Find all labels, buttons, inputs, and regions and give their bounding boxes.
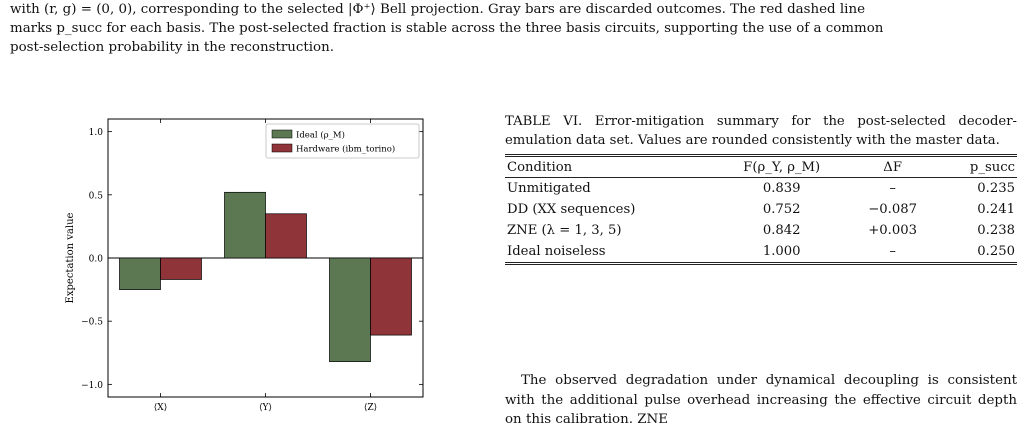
chart-svg: −1.0 −0.5 0.0 0.5 1.0 Expectation value ⟨X⟩ ⟨Y⟩… <box>65 118 424 413</box>
caption-line-1: with (r, g) = (0, 0), corresponding to t… <box>10 2 865 17</box>
x-tick-label: ⟨Y⟩ <box>259 403 272 413</box>
caption-line-3: post-selection probability in the recons… <box>10 40 334 55</box>
mitigation-table: Condition F(ρ_Y, ρ_M) ΔF p_succ Unmitiga… <box>505 154 1017 265</box>
legend-label-ideal: Ideal (ρ_M) <box>296 130 345 141</box>
legend-swatch-ideal <box>271 129 293 139</box>
cell-fidelity: 1.000 <box>762 244 801 259</box>
cell-condition: ZNE (λ = 1, 3, 5) <box>507 223 622 238</box>
cell-fidelity: 0.842 <box>762 223 801 238</box>
header-delta-f: ΔF <box>848 155 938 178</box>
bar-ideal <box>329 257 371 362</box>
y-tick-label: 0.0 <box>89 255 104 265</box>
bar-hardware <box>160 257 202 280</box>
figure-caption: with (r, g) = (0, 0), corresponding to t… <box>10 0 1020 57</box>
y-tick-label: −0.5 <box>81 318 103 328</box>
body-paragraph: The observed degradation under dynamical… <box>505 373 1017 427</box>
legend-swatch-hardware <box>271 143 293 153</box>
caption-line-2: marks p_succ for each basis. The post-se… <box>10 21 884 36</box>
bar-ideal <box>224 191 266 259</box>
header-fidelity: F(ρ_Y, ρ_M) <box>715 155 849 178</box>
table-caption: TABLE VI. Error-mitigation summary for t… <box>505 114 1017 148</box>
table-row: Ideal noiseless 1.000 – 0.250 <box>505 241 1017 264</box>
cell-delta-f: – <box>889 181 896 196</box>
cell-p-succ: 0.235 <box>977 181 1015 196</box>
table-row: ZNE (λ = 1, 3, 5) 0.842 +0.003 0.238 <box>505 220 1017 241</box>
x-tick-label: ⟨X⟩ <box>154 403 167 413</box>
table-row: DD (XX sequences) 0.752 −0.087 0.241 <box>505 199 1017 220</box>
cell-p-succ: 0.238 <box>977 223 1015 238</box>
cell-delta-f: – <box>889 244 896 259</box>
y-tick-label: 0.5 <box>89 191 104 201</box>
table-section: TABLE VI. Error-mitigation summary for t… <box>505 112 1017 265</box>
cell-fidelity: 0.752 <box>762 202 801 217</box>
bar-hardware <box>265 213 307 259</box>
header-p-succ: p_succ <box>937 155 1017 178</box>
x-tick-label: ⟨Z⟩ <box>364 403 377 413</box>
expectation-bar-chart: −1.0 −0.5 0.0 0.5 1.0 Expectation value ⟨X⟩ ⟨Y⟩… <box>40 110 440 430</box>
legend-box <box>265 123 420 159</box>
cell-p-succ: 0.241 <box>977 202 1015 217</box>
legend-label-hardware: Hardware (ibm_torino) <box>296 144 395 155</box>
cell-condition: DD (XX sequences) <box>507 202 636 217</box>
cell-delta-f: +0.003 <box>868 223 918 238</box>
y-tick-label: 1.0 <box>89 128 104 138</box>
cell-p-succ: 0.250 <box>977 244 1015 259</box>
cell-condition: Unmitigated <box>507 181 591 196</box>
table-row: Unmitigated 0.839 – 0.235 <box>505 178 1017 200</box>
header-condition: Condition <box>505 155 716 178</box>
cell-fidelity: 0.839 <box>762 181 801 196</box>
y-axis-label: Expectation value <box>65 212 76 303</box>
y-tick-label: −1.0 <box>81 381 103 391</box>
bar-ideal <box>119 257 161 290</box>
cell-delta-f: −0.087 <box>868 202 918 217</box>
cell-condition: Ideal noiseless <box>507 244 606 259</box>
bar-hardware <box>370 257 412 336</box>
table-header-row: Condition F(ρ_Y, ρ_M) ΔF p_succ <box>505 155 1017 178</box>
